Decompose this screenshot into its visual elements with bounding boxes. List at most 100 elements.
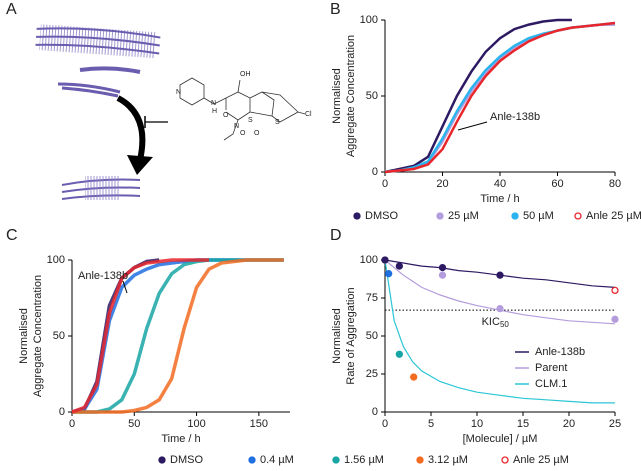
legend-marker: [574, 212, 582, 220]
legend-label: DMSO: [170, 454, 203, 466]
x-tick-label: 10: [471, 418, 483, 430]
legend-marker: [511, 212, 519, 220]
atom-label: O: [254, 130, 260, 137]
annotation-pointer: [122, 280, 128, 294]
x-tick-label: 150: [250, 418, 268, 430]
atom-label: O: [223, 112, 229, 119]
x-tick-label: 40: [494, 178, 506, 190]
legend-label: Anle 25 µM: [513, 454, 569, 466]
legend-label: 50 µM: [523, 210, 554, 222]
y-tick-label: 50: [366, 90, 378, 102]
series-line: [384, 21, 616, 174]
annotation: Anle-138b: [490, 111, 540, 123]
reference-label-subscript: 50: [500, 320, 509, 329]
x-axis-label: Time / h: [161, 433, 200, 445]
x-tick-label: 50: [128, 418, 140, 430]
data-point: [410, 373, 418, 381]
x-axis-label: [Molecule] / µM: [463, 433, 538, 445]
y-tick-label: 75: [366, 292, 378, 304]
reference-label-text: KIC: [482, 316, 500, 328]
series-line: [72, 258, 284, 414]
x-tick-label: 100: [187, 418, 205, 430]
legend-label: 3.12 µM: [428, 454, 468, 466]
legend-label: Parent: [535, 362, 567, 374]
y-axis-label: Normalised: [18, 308, 30, 364]
y-tick-label: 100: [360, 14, 378, 26]
y-axis-label: Normalised: [331, 68, 343, 124]
fit-line: [384, 259, 615, 404]
legend-marker: [416, 456, 424, 464]
legend-label: Anle-138b: [535, 346, 585, 358]
y-tick-label: 100: [360, 254, 378, 266]
panel-a: A OH N H N O N S O O S Cl: [6, 1, 312, 200]
x-tick-label: 15: [517, 418, 529, 430]
y-tick-label: 0: [372, 166, 378, 178]
oligomer: [61, 176, 141, 200]
legend-label: 1.56 µM: [344, 454, 384, 466]
panel-label: D: [330, 227, 342, 244]
data-point: [381, 256, 389, 264]
y-tick-label: 50: [366, 330, 378, 342]
x-tick-label: 25: [609, 418, 621, 430]
monomer: [79, 66, 141, 74]
monomer: [57, 82, 121, 98]
series-line: [71, 258, 209, 414]
atom-label: OH: [240, 71, 251, 78]
series-line: [384, 23, 615, 174]
legend-marker: [436, 212, 444, 220]
fibril: [35, 24, 161, 59]
data-point: [438, 271, 447, 279]
data-point: [611, 315, 619, 323]
legend-label: DMSO: [365, 210, 398, 222]
legend-label: 25 µM: [448, 210, 479, 222]
atom-label: N: [176, 89, 181, 96]
atom-label: S: [248, 117, 253, 124]
x-tick-label: 20: [436, 178, 448, 190]
atom-label: H: [212, 108, 217, 115]
fit-line: [384, 259, 616, 325]
atom-label: Cl: [305, 111, 312, 118]
x-tick-label: 0: [382, 418, 388, 430]
annotation: Anle-138b: [78, 270, 128, 282]
reference-label: KIC50: [482, 316, 510, 329]
atom-label: O: [240, 130, 246, 137]
legend-marker: [501, 456, 509, 464]
x-axis-label: Time / h: [480, 193, 519, 205]
atom-label: N: [234, 123, 239, 130]
x-tick-label: 60: [551, 178, 563, 190]
legend-marker: [332, 456, 340, 464]
x-tick-label: 0: [69, 418, 75, 430]
data-point: [496, 271, 504, 279]
fit-line: [384, 259, 616, 288]
panel-label: C: [6, 227, 18, 244]
y-axis-label: Aggregate Concentration: [32, 275, 44, 397]
y-axis-label: Normalised: [331, 308, 343, 364]
panel-label: A: [6, 1, 17, 18]
panel-label: B: [330, 1, 341, 18]
arrowhead: [127, 155, 153, 175]
arrow: [116, 95, 146, 161]
x-tick-label: 5: [428, 418, 434, 430]
x-tick-label: 20: [563, 418, 575, 430]
legend-label: CLM.1: [535, 378, 567, 390]
legend-label: 0.4 µM: [260, 454, 294, 466]
y-tick-label: 0: [59, 406, 65, 418]
series-line: [384, 21, 616, 174]
atom-label: S: [275, 119, 280, 126]
legend-marker: [158, 456, 166, 464]
legend-label: Anle 25 µM: [586, 210, 641, 222]
annotation-pointer: [457, 121, 488, 131]
data-point: [395, 262, 404, 270]
data-point: [611, 286, 619, 295]
legend-marker: [248, 456, 256, 464]
data-point: [395, 350, 404, 358]
legend-marker: [353, 212, 361, 220]
y-tick-label: 100: [47, 254, 65, 266]
data-point: [385, 270, 393, 278]
y-tick-label: 0: [372, 406, 378, 418]
data-point: [496, 304, 504, 313]
y-tick-label: 50: [53, 330, 65, 342]
y-tick-label: 25: [366, 368, 378, 380]
molecule: [179, 77, 306, 141]
